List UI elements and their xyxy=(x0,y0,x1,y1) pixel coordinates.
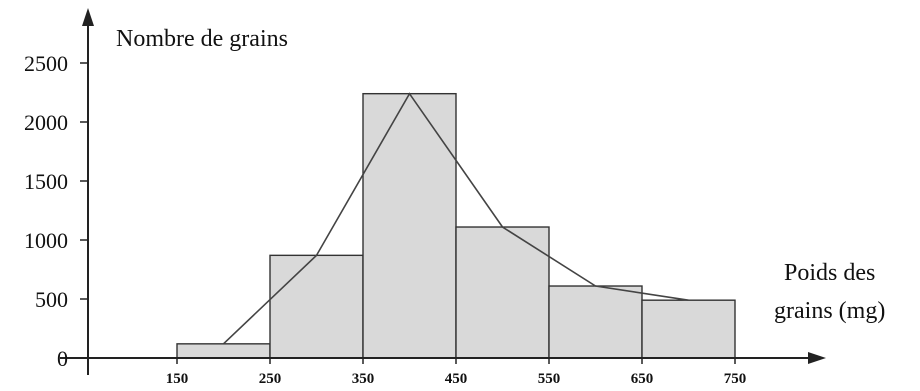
frequency-polygon xyxy=(222,92,689,345)
y-axis-arrow xyxy=(82,8,94,26)
frequency-polygon-layer xyxy=(222,92,689,345)
x-tick-label-150: 150 xyxy=(166,371,189,387)
x-axis-title-line-1: Poids des xyxy=(784,260,875,286)
histogram-bars xyxy=(176,92,736,359)
histogram-bar-150-250 xyxy=(176,343,271,359)
x-tick-label-650: 650 xyxy=(631,371,654,387)
y-tick-label-2000: 2000 xyxy=(24,110,68,135)
x-axis-arrow xyxy=(808,352,826,364)
x-ticks: 150 250 350 450 550 650 750 xyxy=(166,358,747,387)
x-axis-title-line-2: grains (mg) xyxy=(774,298,885,324)
x-tick-label-450: 450 xyxy=(445,371,468,387)
x-tick-label-250: 250 xyxy=(259,371,282,387)
x-tick-label-750: 750 xyxy=(724,371,747,387)
y-tick-label-1500: 1500 xyxy=(24,169,68,194)
y-tick-label-500: 500 xyxy=(35,287,68,312)
histogram-bar-550-650 xyxy=(548,285,643,359)
histogram-bar-250-350 xyxy=(269,254,364,359)
histogram-bar-350-450 xyxy=(362,92,457,359)
y-axis-title: Nombre de grains xyxy=(116,26,288,52)
y-tick-label-2500: 2500 xyxy=(24,51,68,76)
y-ticks: 0 500 1000 1500 2000 2500 xyxy=(24,51,88,371)
x-tick-label-350: 350 xyxy=(352,371,375,387)
x-tick-label-550: 550 xyxy=(538,371,561,387)
histogram-bar-450-550 xyxy=(455,226,550,359)
y-tick-label-0: 0 xyxy=(57,346,68,371)
axes xyxy=(60,8,826,375)
histogram-bar-650-750 xyxy=(641,299,736,359)
y-tick-label-1000: 1000 xyxy=(24,228,68,253)
